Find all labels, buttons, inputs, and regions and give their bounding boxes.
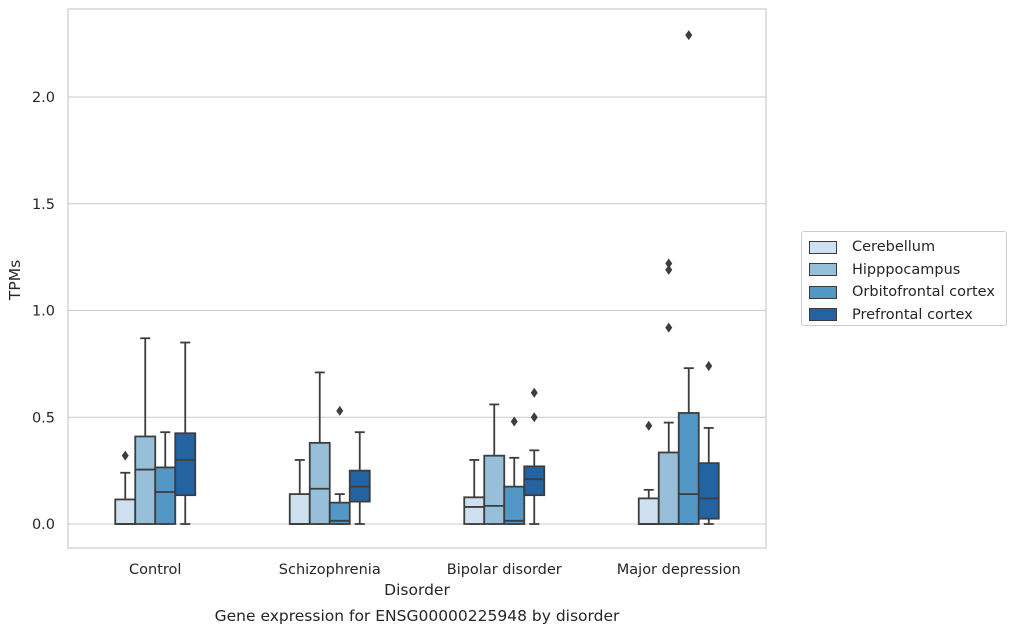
legend-item: Orbitofrontal cortex <box>808 281 1006 304</box>
x-tick-label: Schizophrenia <box>279 562 381 578</box>
box-body <box>637 497 660 525</box>
x-tick-label: Bipolar disorder <box>447 562 562 578</box>
x-axis-label: Disorder <box>384 581 450 599</box>
box-0-1 <box>134 337 157 525</box>
legend-swatch <box>809 285 837 299</box>
box-1-3 <box>348 431 371 525</box>
outlier-point <box>121 450 129 461</box>
y-tick-label: 1.5 <box>32 197 55 213</box>
legend-swatch <box>809 263 837 277</box>
box-body <box>503 485 526 525</box>
box-body <box>523 465 546 497</box>
outlier-point <box>665 322 673 333</box>
y-tick-label: 0.0 <box>32 517 55 533</box>
box-body <box>463 496 486 525</box>
box-body <box>154 466 177 525</box>
x-tick-label: Major depression <box>617 562 741 578</box>
box-layer <box>114 30 720 525</box>
plot-frame <box>67 8 767 549</box>
chart-caption: Gene expression for ENSG00000225948 by d… <box>214 607 620 625</box>
axis-layer: 0.0 0.5 1.0 1.5 2.0 Control Schizophrenia Bipol… <box>32 8 767 578</box>
outlier-point <box>685 30 693 41</box>
box-3-3 <box>697 361 720 525</box>
legend-label: Prefrontal cortex <box>852 306 973 323</box>
box-3-1 <box>657 258 680 525</box>
box-body <box>288 493 311 525</box>
outlier-point <box>530 412 538 423</box>
box-body <box>114 498 137 525</box>
box-0-3 <box>174 341 197 525</box>
outlier-point <box>665 264 673 275</box>
legend-item: Cerebellum <box>808 236 1006 259</box>
box-body <box>677 412 700 525</box>
legend-item: Prefrontal cortex <box>808 304 1006 327</box>
outlier-point <box>530 387 538 398</box>
y-tick-label: 0.5 <box>32 410 55 426</box>
legend-swatch <box>809 308 837 322</box>
box-body <box>328 501 351 525</box>
y-tick-label: 1.0 <box>32 304 55 320</box>
box-body <box>174 432 197 497</box>
box-body <box>308 441 331 525</box>
legend-label: Hipppocampus <box>852 261 961 278</box>
outlier-point <box>510 416 518 427</box>
box-1-0 <box>288 459 311 525</box>
box-0-0 <box>114 450 137 525</box>
x-tick-label: Control <box>129 562 181 578</box>
legend-item: Hipppocampus <box>808 259 1006 282</box>
outlier-point <box>645 420 653 431</box>
box-body <box>657 451 680 525</box>
box-1-2 <box>328 405 351 525</box>
box-body <box>134 435 157 525</box>
y-tick-label: 2.0 <box>32 90 55 106</box>
box-2-3 <box>523 387 546 525</box>
y-axis-label: TPMs <box>6 260 24 301</box>
box-2-2 <box>503 416 526 525</box>
outlier-point <box>705 361 713 372</box>
legend-label: Cerebellum <box>852 239 936 256</box>
box-0-2 <box>154 431 177 525</box>
legend-swatch <box>809 240 837 254</box>
outlier-point <box>336 405 344 416</box>
legend: Cerebellum Hipppocampus Orbitofrontal cort… <box>801 231 1007 326</box>
box-1-1 <box>308 371 331 525</box>
box-2-0 <box>463 459 486 525</box>
outlier-point <box>665 258 673 269</box>
box-body <box>697 462 720 520</box>
box-body <box>483 454 506 525</box>
box-2-1 <box>483 403 506 525</box>
box-3-0 <box>637 420 660 525</box>
legend-label: Orbitofrontal cortex <box>852 284 995 301</box>
box-3-2 <box>677 30 700 525</box>
